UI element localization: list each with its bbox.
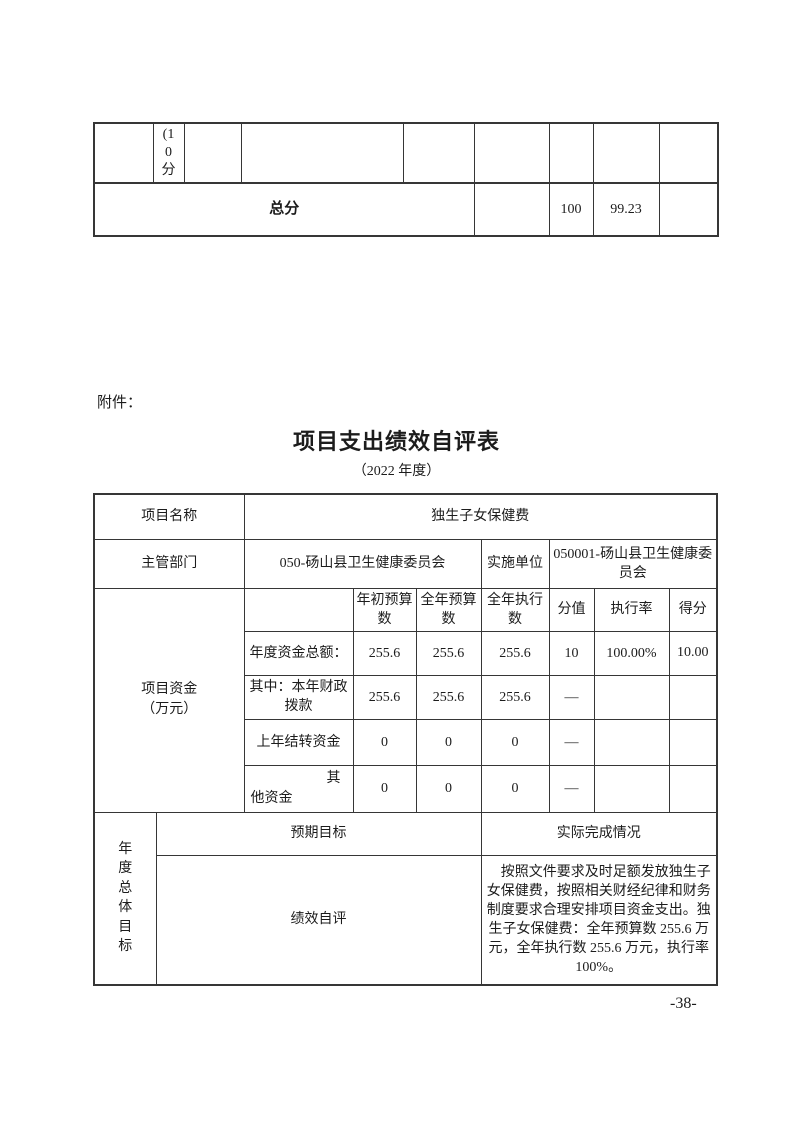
- fund-row-points: —: [548, 718, 595, 766]
- fund-row-score: [668, 718, 718, 766]
- score-note-cell: (1 0 分: [152, 122, 185, 184]
- fund-row-label: 年度资金总额：: [243, 630, 354, 676]
- empty-cell: [658, 182, 719, 237]
- total-score-label: 总分: [93, 182, 475, 237]
- fund-row-score: [668, 674, 718, 720]
- fund-row-label: 其中：本年财政拨款: [243, 674, 354, 720]
- fund-row-executed: 0: [480, 718, 550, 766]
- empty-cell: [548, 122, 594, 184]
- total-score-value: 99.23: [592, 182, 660, 237]
- page-title: 项目支出绩效自评表: [292, 429, 500, 454]
- col-header-annual-executed: 全年执行数: [480, 587, 550, 632]
- col-header-initial-budget: 年初预算数: [352, 587, 417, 632]
- empty-cell: [473, 182, 550, 237]
- fund-row-label-line1: 其: [326, 770, 341, 786]
- dept-label-cell: 主管部门: [93, 538, 245, 589]
- fund-row-initial: 0: [352, 718, 417, 766]
- fund-row-rate: 100.00%: [593, 630, 670, 676]
- fund-row-executed: 255.6: [480, 630, 550, 676]
- impl-unit-label-cell: 实施单位: [480, 538, 550, 589]
- fund-row-executed: 0: [480, 764, 550, 813]
- empty-cell: [473, 122, 550, 184]
- score-summary-table: (1 0 分 总分 100 99.23: [93, 122, 719, 237]
- funds-label-line2: （万元）: [141, 702, 198, 717]
- empty-cell: [183, 122, 242, 184]
- fund-row-label: 其 他资金: [243, 764, 354, 813]
- fund-row-rate: [593, 764, 670, 813]
- empty-cell: [592, 122, 660, 184]
- expected-goal-header-cell: 预期目标: [155, 811, 482, 856]
- project-name-label-cell: 项目名称: [93, 493, 245, 540]
- dept-value-cell: 050-砀山县卫生健康委员会: [243, 538, 482, 589]
- col-header-score: 得分: [668, 587, 718, 632]
- fund-row-annual: 255.6: [415, 630, 482, 676]
- empty-cell: [243, 587, 354, 632]
- fund-row-label-line2: 他资金: [250, 790, 293, 806]
- col-header-points: 分值: [548, 587, 595, 632]
- fund-row-annual: 255.6: [415, 674, 482, 720]
- annual-goal-label: 年度总体目标: [118, 841, 133, 955]
- fund-row-points: —: [548, 764, 595, 813]
- empty-cell: [658, 122, 719, 184]
- total-points-value: 100: [548, 182, 594, 237]
- fund-row-score-value: 10.00: [677, 645, 709, 660]
- fund-row-points: —: [548, 674, 595, 720]
- fund-row-points: 10: [548, 630, 595, 676]
- funds-label-line1: 项目资金: [141, 682, 198, 697]
- self-evaluation-form-table: 项目名称 独生子女保健费 主管部门 050-砀山县卫生健康委员会 实施单位 05…: [93, 493, 719, 986]
- col-header-execution-rate: 执行率: [593, 587, 670, 632]
- actual-status-header-cell: 实际完成情况: [480, 811, 718, 856]
- impl-unit-value-cell: 050001-砀山县卫生健康委员会: [548, 538, 718, 589]
- fund-row-score: [668, 764, 718, 813]
- score-note-line: (1: [162, 127, 175, 142]
- col-header-annual-budget: 全年预算数: [415, 587, 482, 632]
- fund-row-annual: 0: [415, 764, 482, 813]
- self-eval-label-cell: 绩效自评: [155, 854, 482, 986]
- annual-goal-label-cell: 年度总体目标: [93, 811, 157, 986]
- fund-row-initial: 255.6: [352, 630, 417, 676]
- self-eval-text-cell: 按照文件要求及时足额发放独生子女保健费，按照相关财经纪律和财务制度要求合理安排项…: [480, 854, 718, 986]
- page-subtitle: （2022 年度）: [352, 464, 441, 479]
- fund-row-initial: 255.6: [352, 674, 417, 720]
- empty-cell: [93, 122, 154, 184]
- score-note-line: 分: [161, 163, 176, 178]
- fund-row-rate: [593, 674, 670, 720]
- empty-cell: [240, 122, 404, 184]
- funds-section-label-cell: 项目资金 （万元）: [93, 587, 245, 813]
- fund-row-initial: 0: [352, 764, 417, 813]
- fund-row-executed: 255.6: [480, 674, 550, 720]
- empty-cell: [402, 122, 475, 184]
- fund-row-annual: 0: [415, 718, 482, 766]
- fund-row-score: 10.00: [668, 630, 718, 676]
- attachment-label: 附件：: [97, 395, 143, 411]
- page-number: -38-: [670, 995, 697, 1012]
- score-note-line: 0: [165, 145, 172, 160]
- project-name-value-cell: 独生子女保健费: [243, 493, 718, 540]
- fund-row-rate: [593, 718, 670, 766]
- fund-row-label: 上年结转资金: [243, 718, 354, 766]
